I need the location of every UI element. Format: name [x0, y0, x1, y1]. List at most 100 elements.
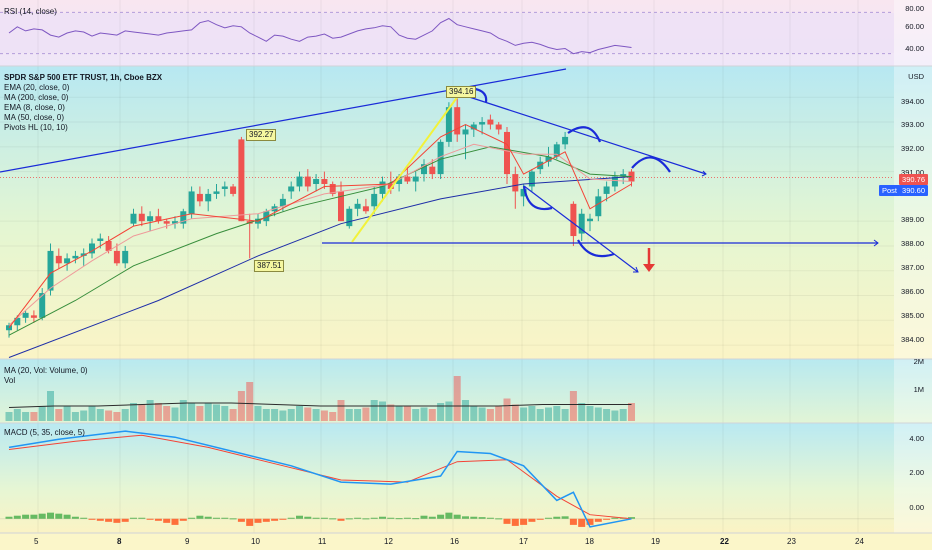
candle-body — [279, 198, 286, 207]
macd-histogram-bar — [387, 517, 395, 519]
candle-body — [412, 176, 419, 182]
arc-drawing — [631, 156, 671, 173]
volume-bar — [362, 407, 370, 421]
ma50-legend[interactable]: MA (50, close, 0) — [4, 113, 65, 122]
time-tick: 11 — [318, 537, 327, 546]
volume-bar — [578, 403, 586, 421]
time-tick: 24 — [855, 537, 864, 546]
candle-body — [138, 213, 145, 222]
macd-histogram-bar — [113, 518, 121, 523]
volume-bar — [536, 409, 544, 421]
candle-body — [72, 255, 79, 259]
price-tick: 386.00 — [901, 287, 924, 296]
candle-body — [611, 176, 618, 187]
volume-bar — [354, 409, 362, 421]
macd-histogram-bar — [412, 518, 420, 520]
macd-histogram-bar — [561, 516, 569, 519]
candle-body — [55, 255, 62, 264]
candle-body — [545, 156, 552, 162]
volume-legend[interactable]: MA (20, Vol: Volume, 0) Vol — [4, 366, 88, 386]
macd-histogram-bar — [395, 518, 403, 520]
candle-body — [520, 188, 527, 197]
trendline-arrowhead — [701, 170, 707, 177]
candle-body — [97, 238, 104, 241]
post-market-price-tag[interactable]: 390.60 — [899, 185, 928, 196]
down-arrow-head — [643, 264, 655, 272]
volume-bar — [462, 400, 469, 421]
volume-bar — [628, 403, 635, 421]
macd-histogram-bar — [437, 514, 445, 519]
volume-bar — [503, 398, 511, 421]
candle-body — [105, 241, 112, 251]
macd-line — [8, 430, 632, 528]
price-pane[interactable] — [0, 66, 932, 359]
candle-body — [147, 216, 154, 222]
volume-bar — [221, 406, 229, 421]
volume-bar — [96, 409, 104, 421]
symbol-title[interactable]: SPDR S&P 500 ETF TRUST, 1h, Cboe BZX — [4, 73, 163, 82]
ema20-legend[interactable]: EMA (20, close, 0) — [4, 83, 70, 92]
macd-histogram-bar — [445, 512, 453, 519]
volume-bar — [511, 404, 519, 421]
volume-tick: 2M — [913, 357, 924, 366]
highlight-line — [351, 91, 462, 243]
time-axis[interactable] — [0, 533, 932, 550]
macd-histogram-bar — [121, 518, 129, 522]
volume-bar — [80, 410, 88, 421]
volume-bar — [478, 407, 486, 421]
volume-bar — [188, 403, 196, 421]
macd-histogram-bar — [345, 518, 353, 520]
pivots-legend[interactable]: Pivots HL (10, 10) — [4, 123, 68, 132]
candle-body — [155, 216, 162, 222]
macd-histogram-bar — [428, 516, 436, 519]
rsi-line — [8, 17, 632, 55]
macd-histogram-bar — [329, 518, 337, 520]
price-legend[interactable]: SPDR S&P 500 ETF TRUST, 1h, Cboe BZX EMA… — [4, 73, 162, 133]
volume-bar — [88, 406, 96, 421]
volume-bar — [586, 406, 594, 421]
macd-histogram-bar — [536, 518, 544, 520]
price-axis[interactable] — [894, 0, 932, 533]
candle-body — [64, 258, 71, 264]
macd-histogram-bar — [370, 517, 378, 519]
volume-bar — [287, 409, 295, 421]
time-tick: 9 — [185, 537, 190, 546]
pane-dividers[interactable] — [0, 65, 932, 534]
candle-body — [462, 129, 469, 135]
price-tick: 392.00 — [901, 144, 924, 153]
vol-legend[interactable]: Vol — [4, 376, 16, 385]
macd-histogram-bar — [553, 516, 561, 519]
arc-drawing — [522, 185, 553, 211]
macd-histogram-bar — [520, 518, 528, 525]
volume-bar — [561, 409, 569, 421]
macd-histogram-bar — [511, 518, 519, 526]
macd-histogram-bar — [495, 518, 503, 520]
candle-body — [603, 186, 610, 194]
volume-bar — [412, 409, 420, 421]
candle-body — [263, 211, 270, 222]
candle-body — [172, 221, 178, 224]
macd-histogram-bar — [246, 518, 254, 526]
candle-body — [304, 176, 311, 187]
macd-legend[interactable]: MACD (5, 35, close, 5) — [4, 428, 85, 437]
volume-bar — [486, 409, 494, 421]
ma200-legend[interactable]: MA (200, close, 0) — [4, 93, 69, 102]
last-price-tag[interactable]: 390.76 — [899, 174, 928, 185]
candle-body — [387, 184, 394, 189]
ema8-legend[interactable]: EMA (8, close, 0) — [4, 103, 65, 112]
volume-bar — [262, 409, 270, 421]
macd-tick: 0.00 — [909, 503, 924, 512]
rsi-legend[interactable]: RSI (14, close) — [4, 7, 57, 16]
volume-bar — [611, 410, 619, 421]
candle-body — [130, 213, 137, 224]
candle-body — [14, 317, 21, 326]
macd-pane[interactable] — [0, 423, 932, 533]
candle-body — [495, 124, 502, 130]
candle-body — [122, 250, 129, 264]
candle-body — [396, 176, 403, 184]
macd-histogram-bar — [403, 517, 411, 519]
volume-ma-legend[interactable]: MA (20, Vol: Volume, 0) — [4, 366, 88, 375]
post-market-label[interactable]: Post — [878, 185, 900, 196]
price-tick: 389.00 — [901, 215, 924, 224]
candle-body — [180, 211, 187, 224]
